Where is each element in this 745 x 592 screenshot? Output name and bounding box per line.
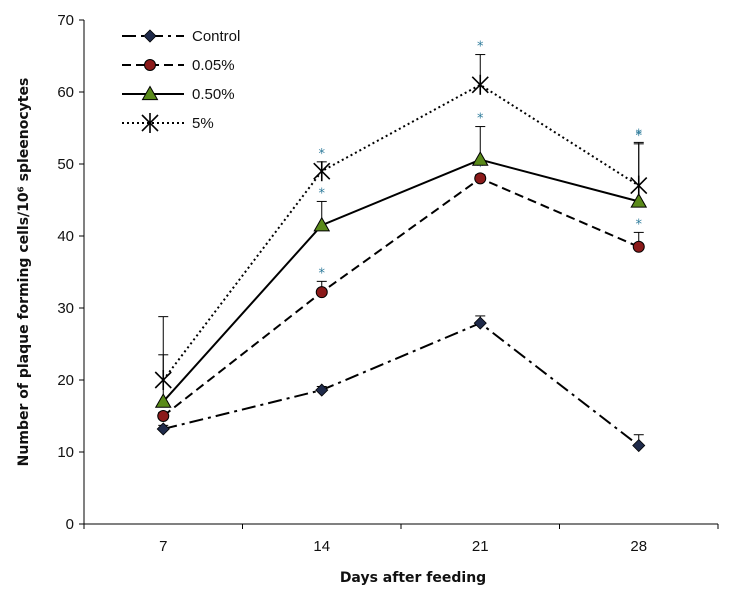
significance-marker: * (477, 112, 484, 127)
y-tick-labels: 0 10 20 30 40 50 60 70 (57, 12, 74, 533)
x-tick-label: 28 (630, 538, 647, 555)
legend-label: 0.05% (192, 57, 235, 74)
y-axis-title: Number of plaque forming cells/10⁶ splee… (16, 78, 32, 467)
series-5-: * * * (154, 40, 648, 390)
data-point (471, 151, 489, 166)
legend: Control 0.05% 0.50% 5% (122, 28, 240, 133)
legend-item: 0.05% (122, 57, 235, 74)
legend-item: 5% (122, 113, 214, 133)
y-tick-label: 50 (57, 156, 74, 173)
legend-swatch-marker (144, 59, 156, 71)
significance-marker: * (319, 147, 326, 162)
legend-swatch-marker (143, 29, 157, 43)
significance-marker: * (636, 129, 643, 144)
x-tick-label: 14 (313, 538, 330, 555)
data-point (313, 161, 331, 182)
y-tick-label: 0 (66, 516, 74, 533)
y-tick-label: 20 (57, 372, 74, 389)
data-point (156, 422, 170, 436)
legend-swatch-marker (141, 85, 159, 101)
x-tick-labels: 7 14 21 28 (159, 538, 647, 555)
significance-marker: * (477, 160, 484, 175)
significance-marker: * (636, 217, 643, 232)
data-point (471, 74, 489, 95)
legend-label: Control (192, 28, 240, 45)
data-point (473, 316, 487, 330)
series-layer: ********* (154, 40, 648, 453)
y-tick-label: 10 (57, 444, 74, 461)
series-line (163, 321, 640, 447)
y-tick-label: 30 (57, 300, 74, 317)
y-tick-label: 40 (57, 228, 74, 245)
data-point (630, 192, 648, 208)
x-axis-title: Days after feeding (340, 570, 486, 586)
legend-item: Control (122, 28, 240, 45)
y-tick-label: 60 (57, 84, 74, 101)
significance-marker: * (319, 186, 326, 201)
data-point (157, 410, 170, 422)
data-point (315, 286, 328, 299)
data-point (154, 393, 172, 408)
data-point (154, 370, 172, 390)
y-tick-label: 70 (57, 12, 74, 29)
legend-item: 0.50% (122, 85, 235, 103)
series-0-05-: * * * (157, 160, 645, 422)
legend-label: 5% (192, 115, 214, 132)
series-line (162, 177, 640, 417)
significance-marker: * (477, 40, 484, 55)
legend-swatch-marker (141, 113, 159, 133)
data-point (632, 240, 645, 253)
x-tick-label: 7 (159, 538, 167, 555)
series-line (162, 158, 640, 403)
series-0-50-: * * * (154, 112, 648, 408)
data-point (632, 438, 646, 453)
axes (79, 19, 719, 529)
significance-marker: * (636, 127, 643, 142)
series-line (162, 83, 640, 381)
x-tick-label: 21 (472, 538, 489, 555)
data-point (313, 216, 331, 232)
data-point (315, 383, 329, 397)
data-point (474, 172, 487, 185)
series-control (156, 315, 646, 453)
legend-label: 0.50% (192, 86, 235, 103)
significance-marker: * (319, 266, 326, 281)
data-point (630, 175, 648, 196)
